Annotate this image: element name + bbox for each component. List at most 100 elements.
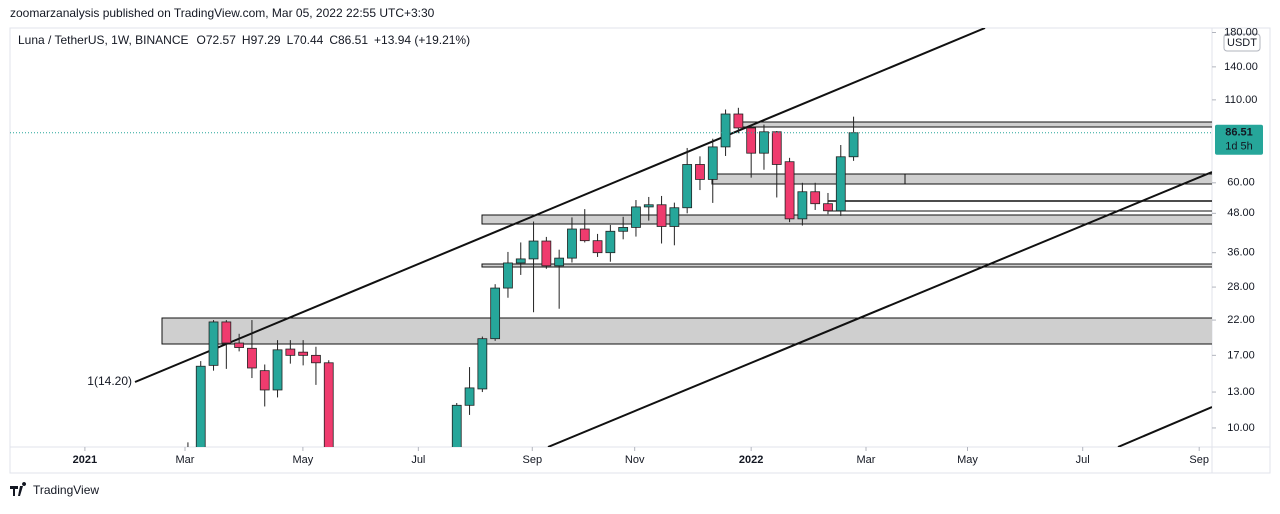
y-tick-label: 60.00 <box>1227 177 1255 189</box>
candle-body <box>733 113 744 129</box>
drawings <box>134 28 1212 447</box>
candle-body <box>272 349 283 391</box>
candle-body <box>401 489 410 496</box>
candle-body <box>388 477 397 496</box>
candle-body <box>414 489 423 500</box>
brand: TradingView <box>33 483 99 497</box>
candle-body <box>503 262 513 289</box>
legend: Luna / TetherUS, 1W, BINANCE O72.57 H97.2… <box>18 33 470 47</box>
candle-body <box>541 240 552 267</box>
y-tick-label: 110.00 <box>1225 94 1258 106</box>
zone <box>481 214 1212 225</box>
candle-body <box>247 347 257 369</box>
candle-body <box>515 258 526 264</box>
currency-button[interactable] <box>1223 33 1261 52</box>
brand-logo <box>10 482 27 496</box>
candle-body <box>848 132 859 158</box>
price-tag-value: 86.51 <box>1225 127 1253 139</box>
candle-body <box>797 191 808 220</box>
candle-body <box>451 404 462 447</box>
candles <box>187 107 859 500</box>
candle-body <box>643 204 654 208</box>
x-tick-label: Jul <box>1076 454 1090 466</box>
candle-body <box>363 485 372 498</box>
candle-body <box>746 127 757 154</box>
candle-body <box>285 348 296 356</box>
legend-title: Luna / TetherUS, 1W, BINANCE <box>18 33 189 47</box>
y-tick-label: 180.00 <box>1224 26 1258 38</box>
candle-body <box>592 240 603 254</box>
zone <box>481 263 1212 268</box>
candle-body <box>810 191 821 205</box>
price-tag-countdown: 1d 5h <box>1225 141 1253 153</box>
candle-body <box>618 227 629 232</box>
candle-body <box>759 131 769 154</box>
x-tick-label: Mar <box>857 454 876 466</box>
y-tick-label: 48.00 <box>1227 207 1255 219</box>
candle-body <box>682 164 693 209</box>
candle-body <box>375 477 384 498</box>
candle-body <box>490 287 501 340</box>
y-tick-label: 140.00 <box>1224 61 1258 73</box>
zone <box>161 317 1212 345</box>
candle-body <box>784 161 795 220</box>
trend-line <box>1117 406 1212 447</box>
candle-body <box>234 342 245 348</box>
legend-low: L70.44 <box>287 33 324 47</box>
legend-high: H97.29 <box>242 33 281 47</box>
x-tick-label: May <box>957 454 978 466</box>
x-tick-label: May <box>292 454 313 466</box>
candle-body <box>567 228 577 259</box>
candle-body <box>337 471 346 481</box>
candle-body <box>579 228 590 242</box>
candle-body <box>477 338 488 390</box>
x-tick-label: Sep <box>522 454 542 466</box>
candle-body <box>669 207 680 227</box>
candle-body <box>427 489 436 498</box>
legend-close: C86.51 <box>329 33 368 47</box>
candle-body <box>631 206 641 228</box>
x-tick-label: Sep <box>1189 454 1209 466</box>
y-tick-label: 17.00 <box>1227 349 1255 361</box>
trend-line <box>134 28 986 383</box>
candle-body <box>439 467 448 489</box>
candle-body <box>695 164 705 180</box>
x-tick-label: 2021 <box>73 454 97 466</box>
candle-body <box>195 365 206 447</box>
trend-line <box>547 171 1212 447</box>
candle-body <box>311 354 321 364</box>
candle-body <box>823 203 833 212</box>
candle-body <box>259 370 270 391</box>
price-tag <box>1215 124 1263 155</box>
candle-body <box>208 321 219 366</box>
candle-body <box>656 204 667 227</box>
x-tick-label: Mar <box>176 454 195 466</box>
candle-body <box>323 362 334 447</box>
candle-body <box>221 321 232 344</box>
candle-body <box>720 113 731 148</box>
y-tick-label: 10.00 <box>1227 422 1255 434</box>
chart-frame <box>9 27 1271 474</box>
y-tick-label: 13.00 <box>1227 386 1255 398</box>
x-tick-label: Nov <box>625 454 645 466</box>
candle-body <box>528 240 539 260</box>
candle-body <box>298 351 309 356</box>
zone <box>741 121 1212 128</box>
y-tick-label: 36.00 <box>1227 247 1255 259</box>
annotation: 1(14.20) <box>87 374 132 388</box>
y-tick-label: 22.00 <box>1227 314 1255 326</box>
candle-body <box>605 230 616 254</box>
legend-open: O72.57 <box>197 33 237 47</box>
publisher: zoomarzanalysis published on TradingView… <box>10 6 435 20</box>
candle-body <box>835 156 846 212</box>
x-tick-label: Jul <box>411 454 425 466</box>
legend-change: +13.94 (+19.21%) <box>374 33 470 47</box>
candle-body <box>554 257 565 267</box>
candle-body <box>464 387 475 406</box>
y-tick-label: 28.00 <box>1227 281 1255 293</box>
x-tick-label: 2022 <box>739 454 763 466</box>
candle-body <box>707 146 718 180</box>
currency[interactable]: USDT <box>1227 37 1257 49</box>
